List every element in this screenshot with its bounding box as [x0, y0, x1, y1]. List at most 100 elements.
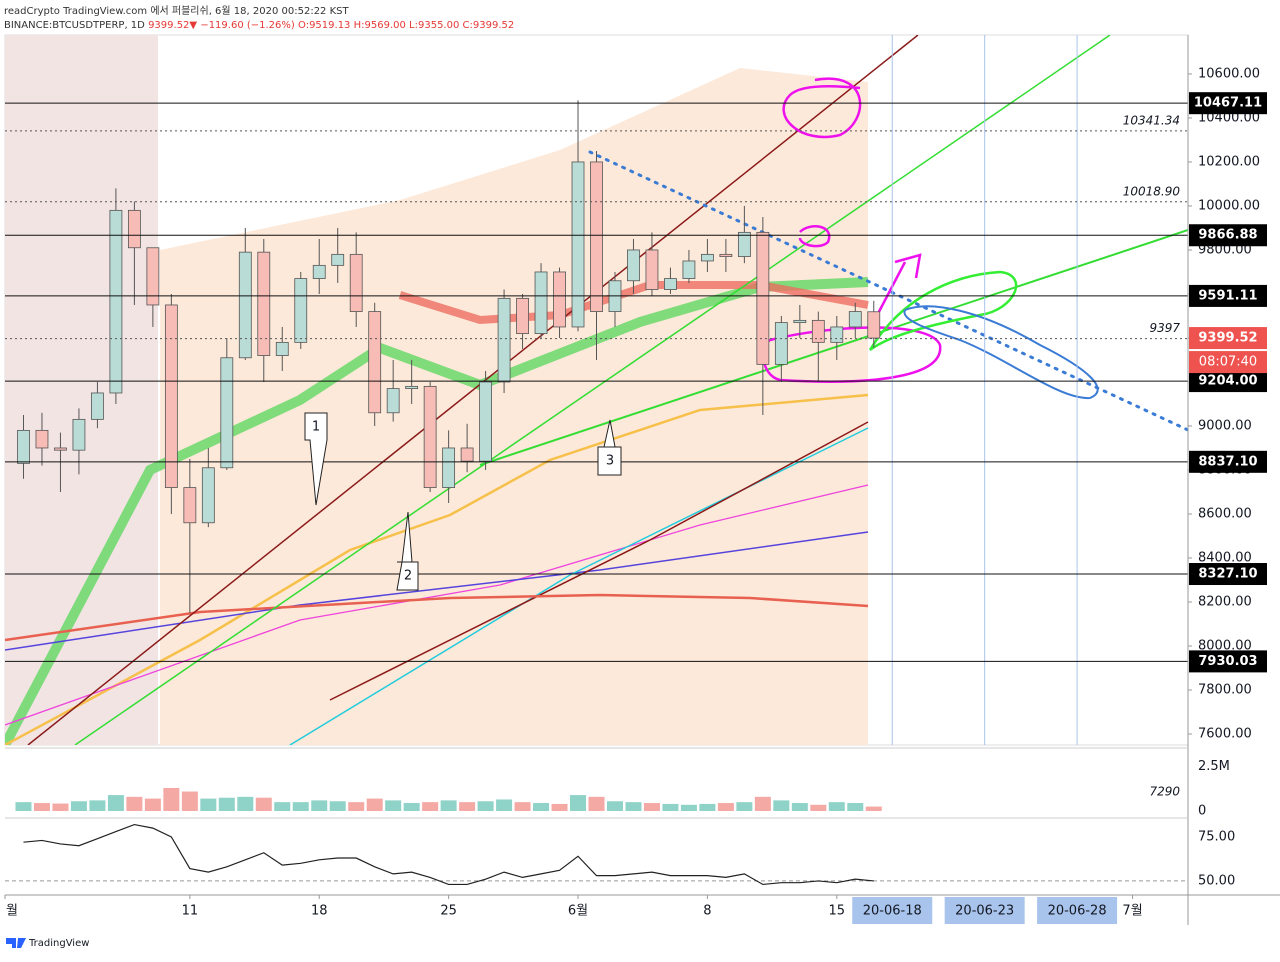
level-label: 10467.11	[1194, 96, 1262, 111]
candle-body	[405, 385, 419, 389]
volume-bar	[15, 802, 32, 811]
symbol: BINANCE:BTCUSDTPERP, 1D	[4, 20, 145, 31]
volume-bar	[514, 802, 531, 811]
volume-bar	[828, 802, 845, 811]
logo	[6, 938, 26, 948]
candle-body	[793, 319, 807, 323]
candle-body	[294, 278, 308, 343]
candle-body	[534, 271, 548, 334]
volume-bar	[847, 803, 864, 811]
indicator-tick-label: 75.00	[1198, 829, 1235, 844]
volume-bar	[255, 797, 272, 811]
volume-bar	[292, 802, 309, 811]
cloud	[160, 68, 868, 745]
sketch	[903, 305, 1099, 400]
dotted-level-label: 7290	[1149, 785, 1180, 799]
volume-bar	[736, 802, 753, 811]
volume-bar	[477, 801, 494, 811]
x-tick-label: 15	[829, 904, 846, 919]
level-box	[1189, 650, 1267, 673]
candle-body	[386, 388, 400, 414]
ohlc-low: L:9355.00	[409, 20, 459, 31]
candle-body	[645, 249, 659, 290]
candle-body	[867, 311, 881, 339]
level-label: 7930.03	[1198, 654, 1257, 669]
volume-bar	[865, 806, 882, 811]
volume-bar	[70, 801, 87, 811]
volume-bar	[754, 796, 771, 811]
volume-bar	[89, 800, 106, 811]
y-tick-label: 10400.00	[1198, 110, 1260, 125]
candle-body	[72, 418, 86, 451]
dotted-level-label: 10018.90	[1123, 184, 1181, 198]
candle-body	[811, 319, 825, 343]
volume-bar	[699, 803, 716, 811]
sketch	[868, 270, 1018, 352]
volume-bar	[662, 803, 679, 811]
ma-line	[289, 427, 869, 745]
ohlc-close: C:9399.52	[463, 20, 515, 31]
volume-bar	[33, 803, 50, 811]
volume-bar	[551, 803, 568, 811]
candle-body	[54, 447, 67, 451]
volume-bar	[237, 796, 254, 811]
publisher: readCrypto TradingView.com 에서 퍼블리쉬, 6월 1…	[4, 5, 349, 17]
volume-bar	[496, 799, 513, 811]
y-tick-label: 8000.00	[1198, 638, 1252, 653]
countdown: 08:07:40	[1199, 355, 1257, 370]
volume-tick-label: 0	[1198, 804, 1206, 819]
volume-bar	[218, 797, 235, 811]
callout-label: 1	[312, 420, 320, 435]
volume-bar	[144, 798, 161, 811]
level-label: 9204.00	[1198, 374, 1257, 389]
callout-label: 3	[606, 454, 614, 469]
ohlc-high: H:9569.00	[354, 20, 406, 31]
candle-body	[442, 447, 456, 488]
trend-line	[588, 150, 1188, 432]
callout-shape	[396, 511, 419, 591]
countdown-box	[1189, 351, 1267, 374]
volume-bar	[366, 798, 383, 811]
callout-shape	[304, 412, 328, 506]
y-tick-label: 10000.00	[1198, 198, 1260, 213]
x-tick-label: 7월	[1122, 904, 1142, 919]
candle-body	[719, 253, 733, 257]
candle-body	[553, 271, 566, 328]
candle-body	[848, 311, 862, 328]
candle-body	[35, 429, 49, 449]
candle-body	[664, 278, 677, 290]
marks	[5, 35, 1188, 745]
x-tick-label: 25	[440, 904, 457, 919]
candle-body	[497, 297, 511, 383]
candle-body	[590, 161, 603, 312]
volume-bar	[588, 796, 605, 811]
axes: 7600.00 7800.00 8000.00 8200.00 8400.00 8600.…	[4, 66, 1267, 924]
candle-body	[627, 249, 640, 282]
last-price-label: 9399.52	[1198, 331, 1257, 346]
sketch	[798, 225, 831, 248]
forecast-label: 20-06-18	[863, 904, 922, 919]
volume-bar	[274, 802, 291, 811]
volume-bar	[348, 802, 365, 811]
indicator-tick-label: 50.00	[1198, 873, 1235, 888]
level-box	[1189, 284, 1267, 307]
volume-bar	[107, 795, 124, 811]
candle-body	[275, 341, 289, 356]
level-box	[1189, 450, 1267, 473]
level-box	[1189, 92, 1267, 115]
ma-line	[5, 593, 869, 642]
candle-body	[183, 487, 197, 524]
ohlc-open: O:9519.13	[298, 20, 350, 31]
forecast-label: 20-06-23	[955, 904, 1014, 919]
ma-band	[398, 281, 869, 325]
candle-body	[516, 297, 529, 334]
level-box	[1189, 370, 1267, 393]
volume-bar	[606, 801, 623, 811]
y-tick-label: 10600.00	[1198, 66, 1260, 81]
candle-body	[460, 447, 474, 462]
candle-body	[349, 253, 363, 312]
y-tick-label: 8200.00	[1198, 594, 1252, 609]
candle-body	[368, 311, 382, 414]
forecast-box	[1037, 897, 1118, 924]
